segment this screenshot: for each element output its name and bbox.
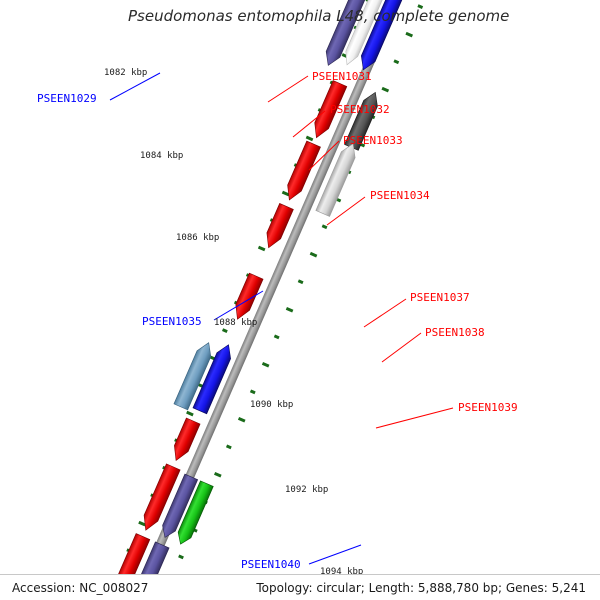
tick-dash-icon bbox=[309, 251, 318, 258]
tick-dash-icon bbox=[261, 361, 270, 368]
tick-dash-icon bbox=[257, 245, 266, 252]
gene-arrow-red-3[interactable] bbox=[262, 203, 294, 250]
tick-dash-icon bbox=[273, 334, 280, 340]
gene-arrow-white-spacer[interactable] bbox=[341, 0, 411, 67]
leader-line-PSEEN1033 bbox=[308, 140, 340, 171]
gene-arrow-PSEEN1037-b[interactable] bbox=[139, 463, 181, 533]
tick-dash-icon bbox=[285, 306, 294, 313]
gene-label-PSEEN1029[interactable]: PSEEN1029 bbox=[37, 92, 97, 105]
tick-dash-icon bbox=[381, 86, 390, 93]
gene-arrow-icon[interactable] bbox=[315, 141, 360, 217]
leader-line-PSEEN1032 bbox=[292, 110, 326, 138]
label-leader-lines bbox=[109, 72, 454, 565]
gene-arrow-PSEEN1029[interactable] bbox=[321, 0, 392, 68]
status-bar: Accession: NC_008027 Topology: circular;… bbox=[0, 574, 600, 600]
gene-arrow-icon[interactable] bbox=[159, 473, 199, 540]
tick-dash-icon bbox=[178, 554, 184, 560]
gene-features-layer[interactable] bbox=[4, 0, 451, 600]
tick-dash-icon bbox=[297, 279, 304, 285]
gene-arrow-icon[interactable] bbox=[231, 272, 264, 322]
gene-label-PSEEN1032[interactable]: PSEEN1032 bbox=[330, 103, 390, 116]
gene-label-PSEEN1033[interactable]: PSEEN1033 bbox=[343, 134, 403, 147]
tick-label-1090: 1090 kbp bbox=[250, 400, 293, 410]
leader-line-PSEEN1040 bbox=[308, 544, 362, 565]
gene-label-PSEEN1031[interactable]: PSEEN1031 bbox=[312, 70, 372, 83]
gene-arrow-icon[interactable] bbox=[174, 480, 214, 547]
tick-dash-icon bbox=[321, 224, 328, 230]
gene-arrow-PSEEN1032[interactable] bbox=[315, 141, 360, 217]
leader-line-PSEEN1035 bbox=[213, 290, 264, 321]
gene-label-PSEEN1035[interactable]: PSEEN1035 bbox=[142, 315, 202, 328]
gene-arrow-icon[interactable] bbox=[310, 80, 348, 141]
tick-label-1088: 1088 kbp bbox=[214, 318, 257, 328]
gene-arrow-PSEEN1037-a[interactable] bbox=[169, 417, 201, 463]
gene-arrow-icon[interactable] bbox=[262, 203, 294, 250]
gene-arrow-icon[interactable] bbox=[321, 0, 392, 68]
gene-arrow-PSEEN1033[interactable] bbox=[282, 140, 321, 203]
tick-dash-icon bbox=[249, 389, 256, 395]
gene-arrow-PSEEN1035[interactable] bbox=[173, 340, 216, 411]
tick-dash-icon bbox=[341, 53, 348, 58]
gene-arrow-PSEEN1038[interactable] bbox=[174, 480, 214, 547]
gene-arrow-PSEEN1034[interactable] bbox=[231, 272, 264, 322]
gene-arrow-red-1[interactable] bbox=[310, 80, 348, 141]
tick-dash-icon bbox=[214, 472, 222, 478]
gene-label-PSEEN1034[interactable]: PSEEN1034 bbox=[370, 189, 430, 202]
tick-dash-icon bbox=[305, 135, 314, 142]
tick-dash-icon bbox=[405, 31, 414, 38]
gene-arrow-PSEEN1036[interactable] bbox=[192, 342, 235, 415]
tick-dash-icon bbox=[417, 4, 424, 10]
gene-label-PSEEN1037[interactable]: PSEEN1037 bbox=[410, 291, 470, 304]
axis-tick-labels: 1082 kbp 1084 kbp 1086 kbp 1088 kbp 1090… bbox=[104, 68, 363, 577]
gene-label-PSEEN1040[interactable]: PSEEN1040 bbox=[241, 558, 301, 571]
tick-label-1092: 1092 kbp bbox=[285, 485, 328, 495]
gene-arrow-PSEEN1031[interactable] bbox=[344, 89, 383, 151]
tick-label-1082: 1082 kbp bbox=[104, 68, 147, 78]
tick-dash-icon bbox=[225, 444, 232, 450]
gene-arrow-icon[interactable] bbox=[169, 417, 201, 463]
gene-arrow-icon[interactable] bbox=[341, 0, 411, 67]
tick-dash-icon bbox=[221, 328, 228, 334]
accession-label: Accession: NC_008027 bbox=[12, 580, 149, 595]
tick-label-1084: 1084 kbp bbox=[140, 151, 183, 161]
gene-arrow-icon[interactable] bbox=[282, 140, 321, 203]
tick-label-1086: 1086 kbp bbox=[176, 233, 219, 243]
gene-arrow-PSEEN1030[interactable] bbox=[357, 0, 433, 73]
leader-line-PSEEN1029 bbox=[109, 72, 161, 101]
tick-dash-icon bbox=[281, 190, 290, 197]
tick-dash-icon bbox=[237, 416, 246, 423]
gene-arrow-icon[interactable] bbox=[357, 0, 433, 73]
tick-dash-icon bbox=[186, 410, 194, 417]
tick-dash-icon bbox=[138, 520, 146, 527]
leader-line-PSEEN1038 bbox=[381, 332, 422, 363]
leader-line-PSEEN1031 bbox=[267, 75, 309, 103]
page-title: Pseudomonas entomophila L48, complete ge… bbox=[128, 7, 509, 25]
gene-label-PSEEN1038[interactable]: PSEEN1038 bbox=[425, 326, 485, 339]
gene-name-labels[interactable]: PSEEN1029 PSEEN1031 PSEEN1032 PSEEN1033 … bbox=[37, 70, 518, 571]
gene-label-PSEEN1039[interactable]: PSEEN1039 bbox=[458, 401, 518, 414]
gene-arrow-slate-small[interactable] bbox=[159, 473, 199, 540]
gene-arrow-icon[interactable] bbox=[139, 463, 181, 533]
leader-line-PSEEN1037 bbox=[363, 298, 407, 328]
tick-label-1094: 1094 kbp bbox=[320, 567, 363, 577]
gene-arrow-icon[interactable] bbox=[344, 89, 383, 151]
leader-line-PSEEN1039 bbox=[375, 407, 454, 429]
leader-line-PSEEN1034 bbox=[326, 196, 366, 226]
gene-arrow-icon[interactable] bbox=[192, 342, 235, 415]
genome-summary-label: Topology: circular; Length: 5,888,780 bp… bbox=[256, 580, 586, 595]
tick-dash-icon bbox=[393, 59, 400, 65]
gene-arrow-icon[interactable] bbox=[173, 340, 216, 411]
